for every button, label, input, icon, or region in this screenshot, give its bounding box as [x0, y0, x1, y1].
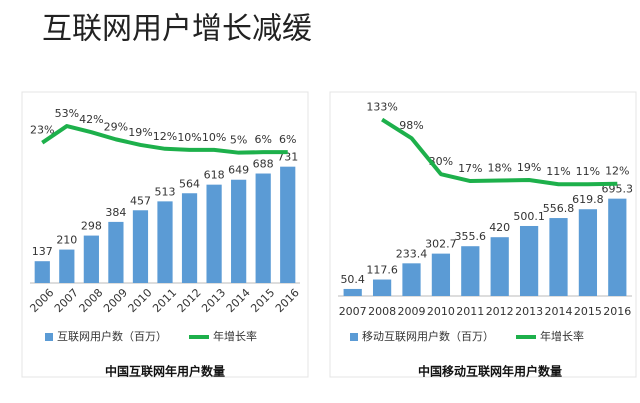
bar [461, 246, 480, 296]
line-label: 23% [30, 124, 54, 137]
line-label: 11% [546, 165, 570, 178]
x-tick-label: 2007 [339, 305, 367, 318]
x-tick-label: 2013 [515, 305, 543, 318]
bar-label: 695.3 [602, 183, 634, 196]
bar [431, 253, 451, 296]
line-label: 18% [487, 162, 511, 175]
x-tick-label: 2015 [248, 286, 277, 315]
x-tick-label: 2014 [224, 286, 253, 315]
x-tick-label: 2008 [368, 305, 396, 318]
x-tick-label: 2010 [427, 305, 455, 318]
bar-label: 355.6 [455, 230, 487, 243]
bar [206, 184, 222, 283]
bar [157, 201, 173, 283]
line-label: 17% [458, 162, 482, 175]
line-label: 11% [576, 165, 600, 178]
bar [255, 173, 271, 283]
legend-swatch [45, 333, 53, 341]
bar-label: 513 [155, 185, 176, 198]
x-tick-label: 2016 [273, 286, 302, 315]
x-tick-label: 2010 [126, 286, 155, 315]
x-tick-label: 2011 [456, 305, 484, 318]
chart-frame [329, 91, 637, 378]
bar-label: 688 [253, 158, 274, 171]
x-tick-label: 2011 [150, 286, 179, 315]
line-label: 6% [254, 133, 271, 146]
bar-label: 619.8 [572, 193, 604, 206]
legend-label: 移动互联网用户数（百万） [362, 329, 494, 343]
growth-line [381, 117, 618, 187]
x-tick-label: 2009 [398, 305, 426, 318]
x-tick-label: 2012 [175, 286, 204, 315]
line-label: 42% [79, 113, 103, 126]
line-label: 5% [230, 134, 247, 147]
line-label: 6% [279, 133, 296, 146]
bar [402, 263, 421, 296]
slide-title: 互联网用户增长减缓 [42, 12, 312, 47]
line-label: 29% [104, 120, 128, 133]
bar [578, 209, 598, 296]
bar [372, 279, 392, 296]
bar-label: 298 [81, 220, 102, 233]
bar-label: 210 [56, 234, 77, 247]
bar-label: 500.1 [513, 210, 545, 223]
bar-label: 233.4 [396, 247, 428, 260]
bar-label: 302.7 [425, 238, 457, 251]
bar-label: 420 [489, 221, 510, 234]
x-tick-label: 2015 [574, 305, 602, 318]
bar-label: 384 [105, 206, 126, 219]
line-label: 133% [366, 101, 397, 114]
x-tick-label: 2013 [199, 286, 228, 315]
bar-label: 649 [228, 164, 249, 177]
chart-caption: 中国互联网年用户数量 [105, 364, 225, 379]
bar [608, 198, 627, 296]
line-label: 19% [128, 126, 152, 139]
line-label: 12% [605, 165, 629, 178]
bar-label: 50.4 [340, 273, 365, 286]
x-tick-label: 2016 [603, 305, 631, 318]
line-label: 10% [177, 131, 201, 144]
bar [108, 221, 124, 283]
line-label: 98% [399, 119, 423, 132]
bar-label: 618 [204, 169, 225, 182]
bar [132, 210, 149, 283]
x-tick-label: 2006 [27, 286, 56, 315]
line-label: 53% [55, 107, 79, 120]
bar-label: 117.6 [366, 264, 398, 277]
bar-label: 556.8 [543, 202, 575, 215]
bar-label: 457 [130, 194, 151, 207]
x-tick-label: 2009 [101, 286, 130, 315]
line-label: 12% [153, 130, 177, 143]
growth-line [41, 124, 288, 155]
bar-label: 137 [32, 245, 53, 258]
bar-label: 564 [179, 177, 200, 190]
x-tick-label: 2007 [52, 286, 81, 315]
legend-label: 互联网用户数（百万） [57, 329, 167, 343]
bar [343, 288, 362, 296]
chart-frame [21, 91, 309, 378]
bar [519, 225, 539, 296]
legend-label: 年增长率 [213, 329, 257, 343]
line-label: 19% [517, 161, 541, 174]
legend-label: 年增长率 [540, 329, 584, 343]
bar [83, 235, 99, 283]
bar [59, 249, 75, 283]
chart-caption: 中国移动互联网年用户数量 [418, 364, 562, 379]
x-tick-label: 2012 [486, 305, 514, 318]
bar [490, 237, 509, 296]
bar [34, 261, 50, 283]
bar [231, 179, 247, 283]
bar [549, 218, 568, 296]
x-tick-label: 2008 [77, 286, 106, 315]
line-label: 10% [202, 131, 226, 144]
legend-swatch [350, 333, 358, 341]
x-tick-label: 2014 [545, 305, 573, 318]
bar [181, 193, 198, 283]
bar [280, 166, 296, 283]
